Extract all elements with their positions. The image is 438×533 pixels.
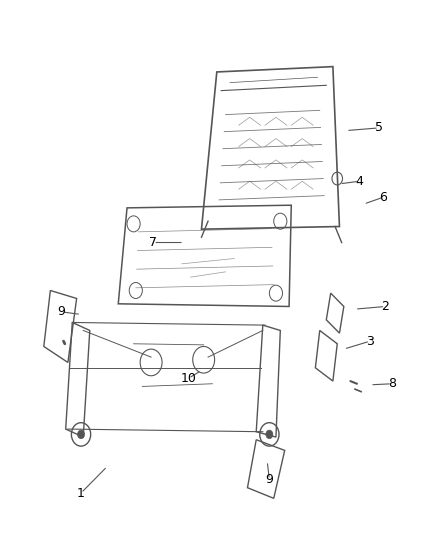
Text: 1: 1 [77, 487, 85, 499]
Text: 4: 4 [355, 175, 363, 188]
Text: 5: 5 [375, 122, 383, 134]
Text: 9: 9 [265, 473, 273, 486]
Text: 9: 9 [57, 305, 65, 318]
Text: 7: 7 [149, 236, 157, 249]
Text: 2: 2 [381, 300, 389, 313]
Circle shape [266, 430, 273, 439]
Text: 3: 3 [366, 335, 374, 348]
Text: 10: 10 [180, 372, 196, 385]
Text: 6: 6 [379, 191, 387, 204]
Text: 8: 8 [388, 377, 396, 390]
Circle shape [78, 430, 85, 439]
